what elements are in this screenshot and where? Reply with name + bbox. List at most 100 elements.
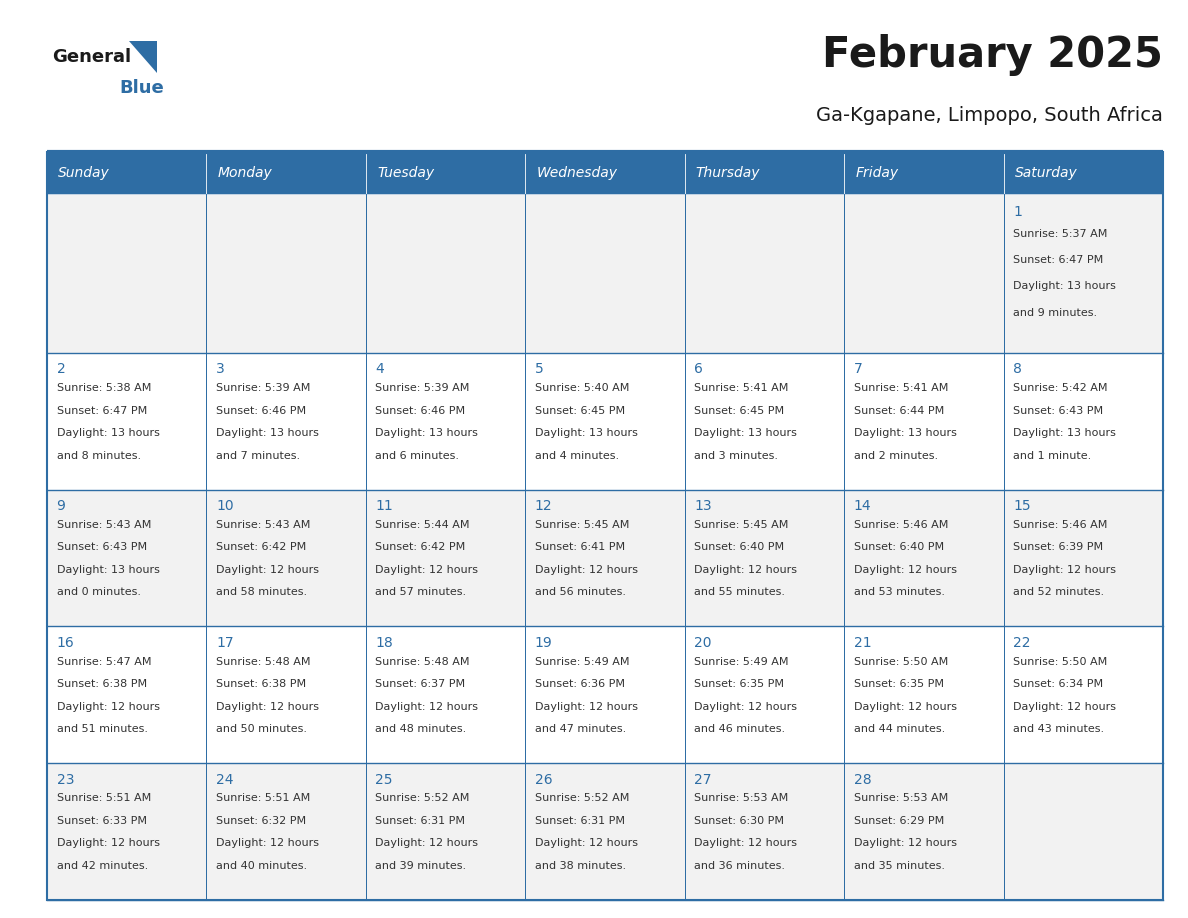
- Text: and 48 minutes.: and 48 minutes.: [375, 724, 467, 734]
- Text: 15: 15: [1013, 499, 1031, 513]
- Text: Daylight: 12 hours: Daylight: 12 hours: [57, 701, 159, 711]
- Text: 6: 6: [694, 363, 703, 376]
- Text: 22: 22: [1013, 636, 1031, 650]
- Text: Blue: Blue: [119, 79, 164, 97]
- Text: Sunset: 6:43 PM: Sunset: 6:43 PM: [1013, 406, 1104, 416]
- Bar: [845, 194, 1004, 353]
- Text: Sunrise: 5:45 AM: Sunrise: 5:45 AM: [535, 520, 630, 530]
- Text: Sunrise: 5:43 AM: Sunrise: 5:43 AM: [57, 520, 151, 530]
- Text: 10: 10: [216, 499, 234, 513]
- Text: Daylight: 12 hours: Daylight: 12 hours: [375, 838, 479, 848]
- Text: Sunset: 6:41 PM: Sunset: 6:41 PM: [535, 543, 625, 553]
- Text: 9: 9: [57, 499, 65, 513]
- Bar: [207, 489, 366, 626]
- Text: Tuesday: Tuesday: [377, 166, 434, 180]
- Text: and 1 minute.: and 1 minute.: [1013, 451, 1092, 461]
- Text: Sunset: 6:43 PM: Sunset: 6:43 PM: [57, 543, 146, 553]
- Text: Sunrise: 5:51 AM: Sunrise: 5:51 AM: [216, 793, 310, 803]
- Text: 2: 2: [57, 363, 65, 376]
- Text: Daylight: 12 hours: Daylight: 12 hours: [854, 565, 956, 575]
- Text: General: General: [52, 48, 131, 66]
- Text: and 55 minutes.: and 55 minutes.: [694, 588, 785, 598]
- Text: and 58 minutes.: and 58 minutes.: [216, 588, 308, 598]
- Bar: [48, 152, 207, 194]
- Bar: [207, 626, 366, 763]
- Text: Sunset: 6:38 PM: Sunset: 6:38 PM: [57, 679, 146, 689]
- Text: 24: 24: [216, 773, 234, 787]
- Text: Sunrise: 5:50 AM: Sunrise: 5:50 AM: [854, 656, 948, 666]
- Text: 14: 14: [854, 499, 871, 513]
- Text: Ga-Kgapane, Limpopo, South Africa: Ga-Kgapane, Limpopo, South Africa: [816, 106, 1163, 125]
- Text: and 56 minutes.: and 56 minutes.: [535, 588, 626, 598]
- Bar: [366, 353, 525, 489]
- Bar: [525, 626, 684, 763]
- Text: Daylight: 13 hours: Daylight: 13 hours: [854, 428, 956, 438]
- Bar: [684, 152, 845, 194]
- Text: Daylight: 12 hours: Daylight: 12 hours: [854, 701, 956, 711]
- Bar: [1004, 194, 1163, 353]
- Text: Sunrise: 5:44 AM: Sunrise: 5:44 AM: [375, 520, 470, 530]
- Bar: [845, 353, 1004, 489]
- Text: 18: 18: [375, 636, 393, 650]
- Bar: [366, 626, 525, 763]
- Text: Sunrise: 5:53 AM: Sunrise: 5:53 AM: [854, 793, 948, 803]
- Bar: [48, 152, 1163, 900]
- Text: Sunset: 6:29 PM: Sunset: 6:29 PM: [854, 816, 944, 826]
- Text: Sunset: 6:31 PM: Sunset: 6:31 PM: [535, 816, 625, 826]
- Text: Daylight: 13 hours: Daylight: 13 hours: [1013, 428, 1116, 438]
- Text: Daylight: 12 hours: Daylight: 12 hours: [694, 701, 797, 711]
- Text: and 40 minutes.: and 40 minutes.: [216, 861, 308, 871]
- Text: Sunset: 6:47 PM: Sunset: 6:47 PM: [1013, 255, 1104, 265]
- Text: 21: 21: [854, 636, 871, 650]
- Bar: [525, 353, 684, 489]
- Text: and 43 minutes.: and 43 minutes.: [1013, 724, 1105, 734]
- Text: Daylight: 13 hours: Daylight: 13 hours: [1013, 282, 1116, 291]
- Text: Sunrise: 5:52 AM: Sunrise: 5:52 AM: [375, 793, 469, 803]
- Text: Daylight: 12 hours: Daylight: 12 hours: [535, 701, 638, 711]
- Text: 3: 3: [216, 363, 225, 376]
- Text: and 7 minutes.: and 7 minutes.: [216, 451, 301, 461]
- Bar: [1004, 626, 1163, 763]
- Text: 25: 25: [375, 773, 393, 787]
- Text: Sunset: 6:37 PM: Sunset: 6:37 PM: [375, 679, 466, 689]
- Text: Daylight: 12 hours: Daylight: 12 hours: [694, 838, 797, 848]
- Text: 12: 12: [535, 499, 552, 513]
- Text: Sunset: 6:36 PM: Sunset: 6:36 PM: [535, 679, 625, 689]
- Bar: [366, 194, 525, 353]
- Bar: [525, 489, 684, 626]
- Text: and 38 minutes.: and 38 minutes.: [535, 861, 626, 871]
- Bar: [207, 353, 366, 489]
- Bar: [366, 763, 525, 900]
- Text: and 8 minutes.: and 8 minutes.: [57, 451, 140, 461]
- Text: Sunrise: 5:49 AM: Sunrise: 5:49 AM: [694, 656, 789, 666]
- Text: and 3 minutes.: and 3 minutes.: [694, 451, 778, 461]
- Text: Daylight: 12 hours: Daylight: 12 hours: [535, 838, 638, 848]
- Text: Sunset: 6:46 PM: Sunset: 6:46 PM: [375, 406, 466, 416]
- Text: Sunrise: 5:39 AM: Sunrise: 5:39 AM: [375, 383, 469, 393]
- Text: Wednesday: Wednesday: [537, 166, 618, 180]
- Text: and 39 minutes.: and 39 minutes.: [375, 861, 467, 871]
- Text: 4: 4: [375, 363, 384, 376]
- Text: Sunrise: 5:45 AM: Sunrise: 5:45 AM: [694, 520, 789, 530]
- Text: and 35 minutes.: and 35 minutes.: [854, 861, 944, 871]
- Text: Sunset: 6:45 PM: Sunset: 6:45 PM: [694, 406, 784, 416]
- Text: Sunset: 6:46 PM: Sunset: 6:46 PM: [216, 406, 307, 416]
- Text: and 36 minutes.: and 36 minutes.: [694, 861, 785, 871]
- Text: Sunset: 6:33 PM: Sunset: 6:33 PM: [57, 816, 146, 826]
- Text: Daylight: 12 hours: Daylight: 12 hours: [854, 838, 956, 848]
- Text: Sunset: 6:38 PM: Sunset: 6:38 PM: [216, 679, 307, 689]
- Text: Friday: Friday: [855, 166, 898, 180]
- Text: Sunset: 6:44 PM: Sunset: 6:44 PM: [854, 406, 944, 416]
- Text: Daylight: 12 hours: Daylight: 12 hours: [1013, 565, 1117, 575]
- Text: Sunrise: 5:47 AM: Sunrise: 5:47 AM: [57, 656, 151, 666]
- Text: and 4 minutes.: and 4 minutes.: [535, 451, 619, 461]
- Text: Daylight: 13 hours: Daylight: 13 hours: [375, 428, 479, 438]
- Text: and 46 minutes.: and 46 minutes.: [694, 724, 785, 734]
- Text: Daylight: 13 hours: Daylight: 13 hours: [535, 428, 638, 438]
- Bar: [845, 152, 1004, 194]
- Bar: [525, 194, 684, 353]
- Bar: [845, 489, 1004, 626]
- Text: Sunset: 6:47 PM: Sunset: 6:47 PM: [57, 406, 147, 416]
- Text: Monday: Monday: [217, 166, 272, 180]
- Text: Daylight: 13 hours: Daylight: 13 hours: [694, 428, 797, 438]
